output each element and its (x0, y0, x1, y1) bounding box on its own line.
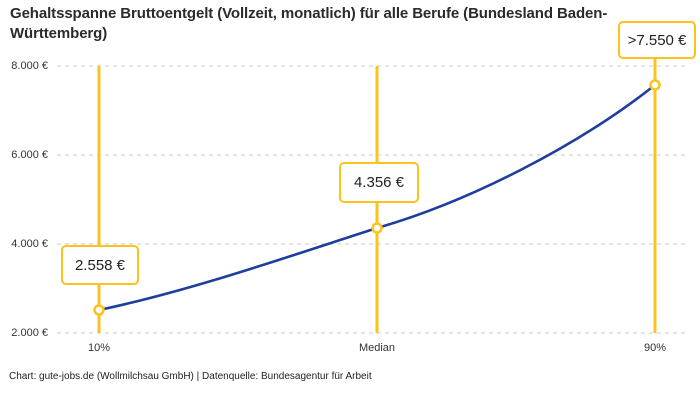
value-label-median: 4.356 € (339, 162, 419, 203)
x-axis-tick-10pct: 10% (87, 342, 111, 354)
value-label-10pct: 2.558 € (61, 245, 139, 285)
chart-attribution: Chart: gute-jobs.de (Wollmilchsau GmbH) … (9, 371, 372, 382)
x-axis-tick-median: Median (358, 342, 396, 354)
y-axis-tick-4000: 4.000 € (11, 238, 48, 250)
data-point-markers (93, 79, 661, 316)
y-axis-tick-8000: 8.000 € (11, 60, 48, 72)
gridlines (57, 65, 688, 334)
x-axis-tick-90pct: 90% (643, 342, 667, 354)
data-point-10pct (93, 304, 105, 316)
y-axis-tick-6000: 6.000 € (11, 149, 48, 161)
data-point-median (371, 222, 383, 234)
value-label-90pct: >7.550 € (618, 21, 696, 59)
data-point-90pct (649, 79, 661, 91)
y-axis-tick-2000: 2.000 € (11, 327, 48, 339)
chart-title: Gehaltsspanne Bruttoentgelt (Vollzeit, m… (10, 5, 608, 42)
